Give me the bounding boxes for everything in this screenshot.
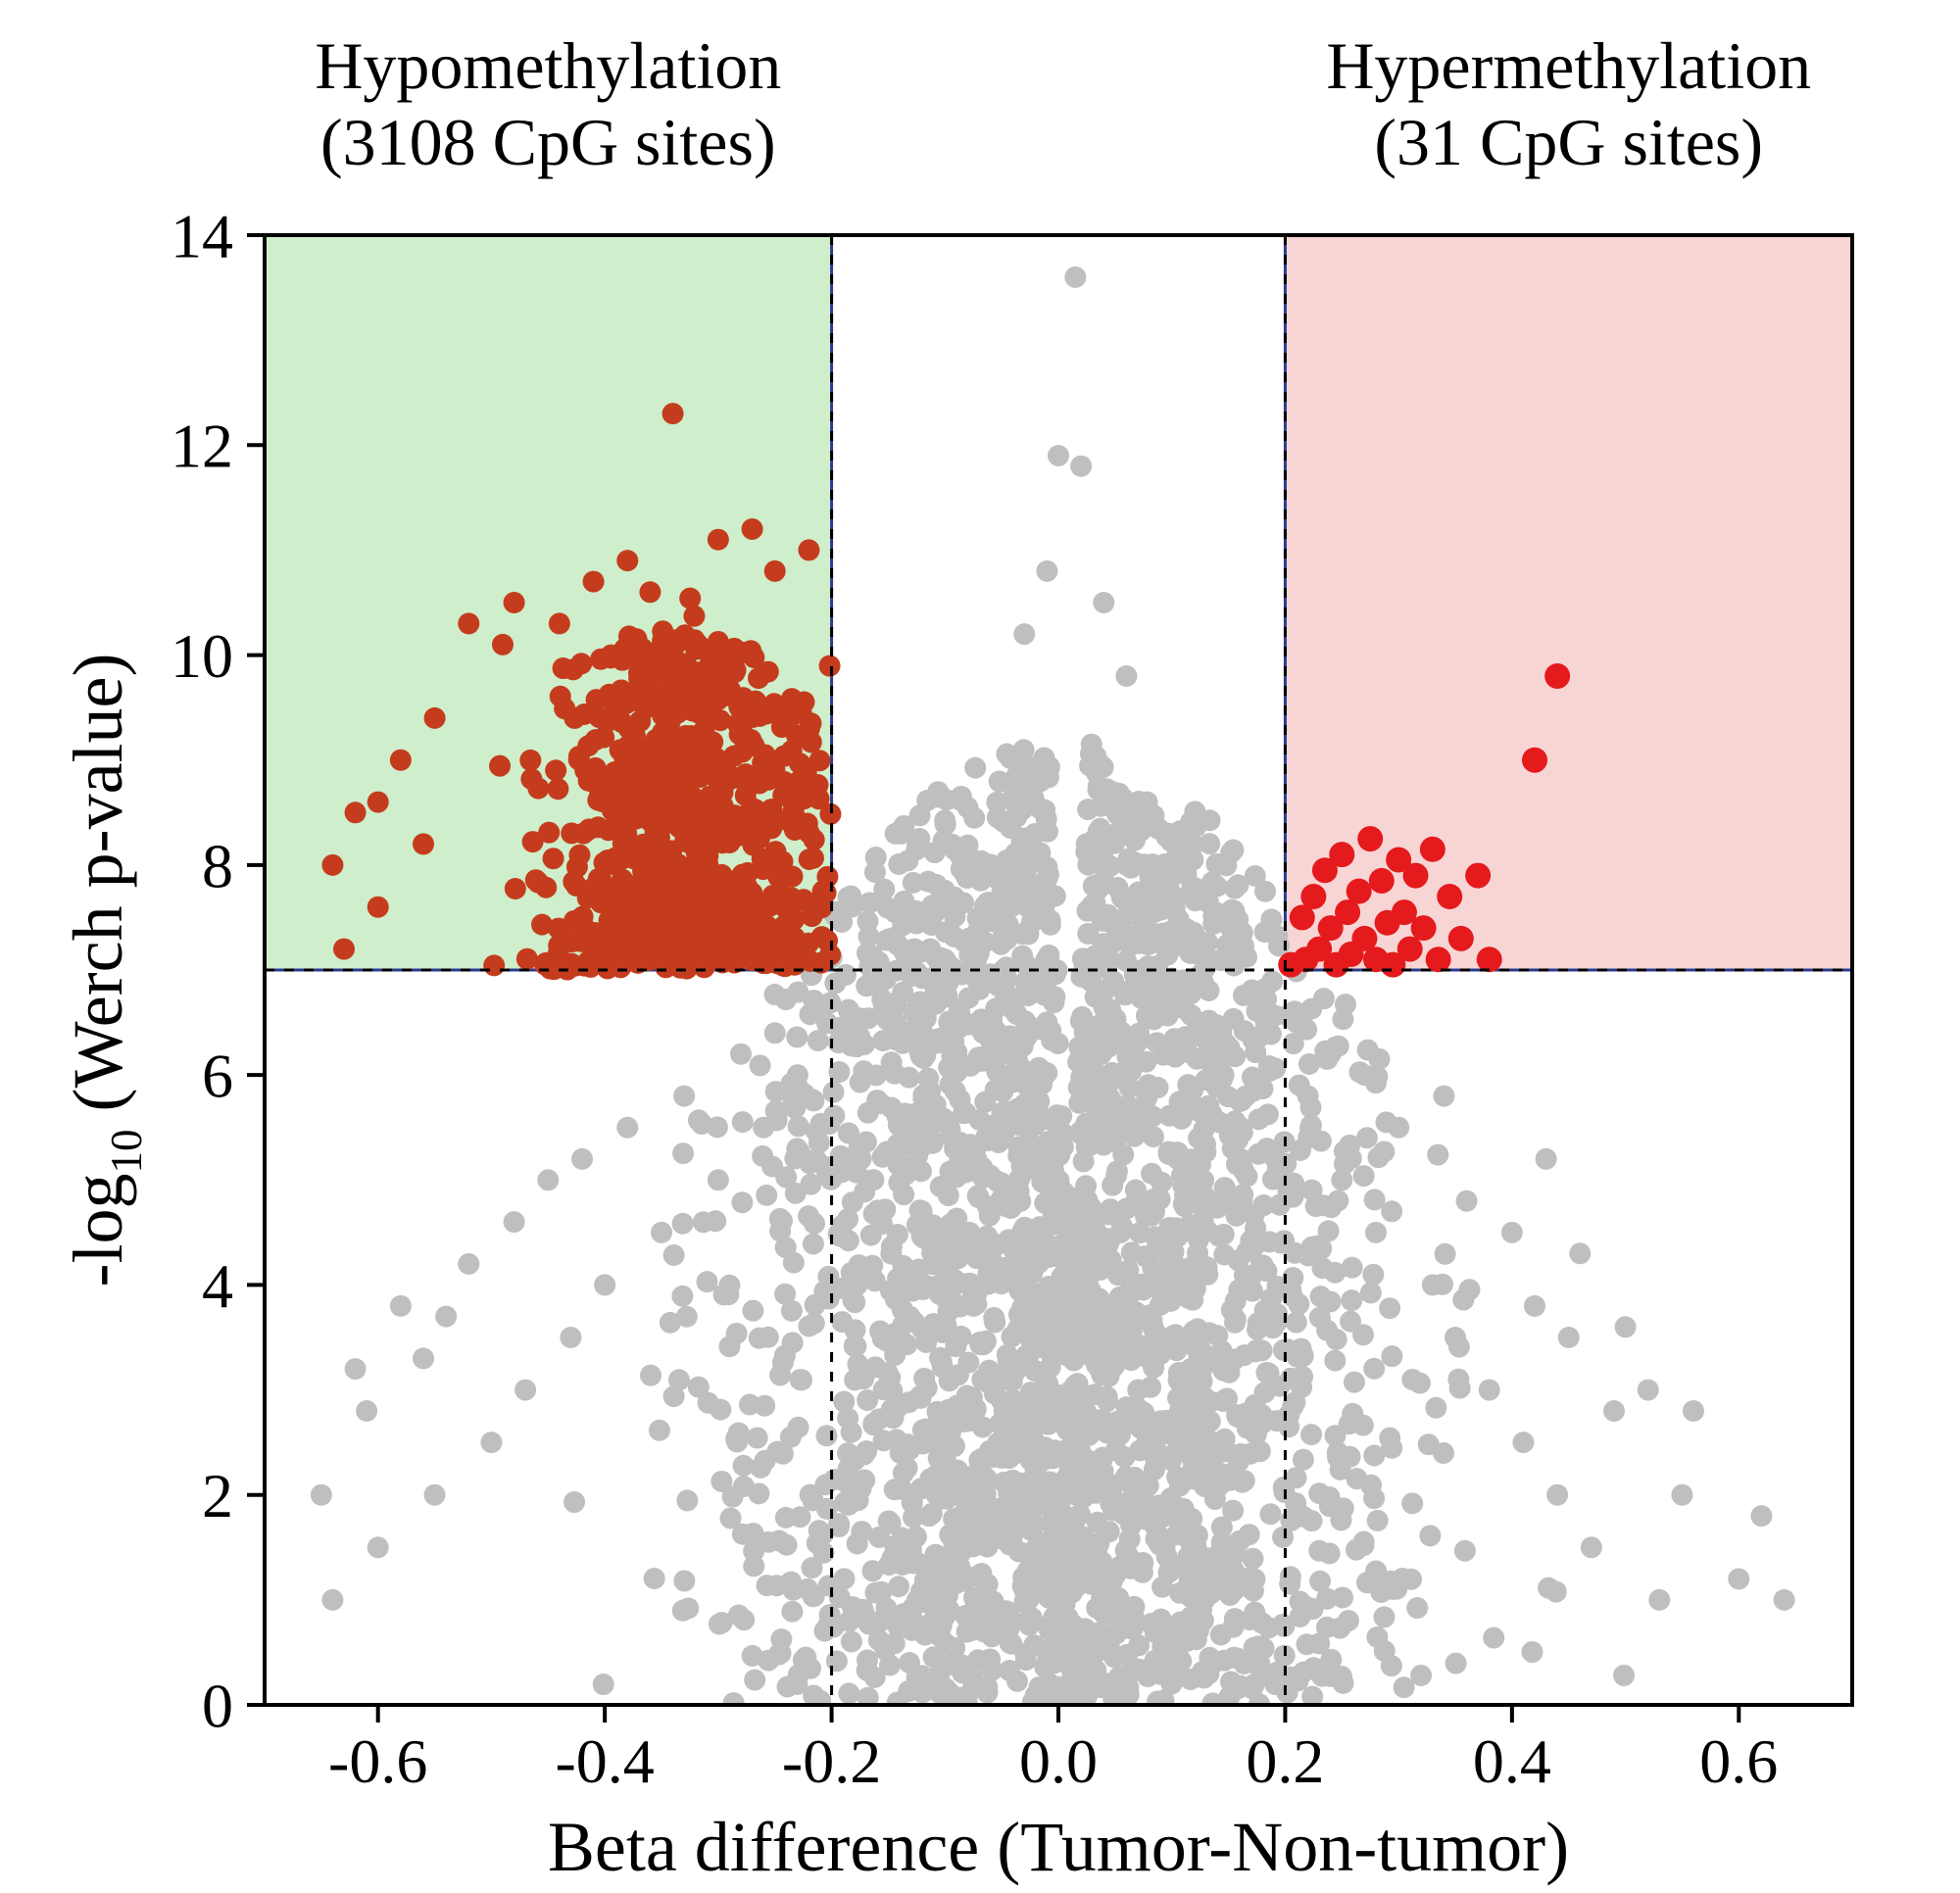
y-tick-label: 12 (171, 412, 233, 481)
y-tick-label: 8 (202, 831, 233, 900)
y-tick-label: 4 (202, 1251, 233, 1321)
hyper-region (1285, 235, 1852, 970)
hypo-title-1: Hypomethylation (315, 28, 781, 103)
y-tick-label: 10 (171, 621, 233, 691)
volcano-plot: -0.6 -0.4 -0.2 0.0 0.2 0.4 0.6 0 2 4 6 8 10 12 14 Beta … (0, 0, 1960, 1893)
x-axis-label: Beta difference (Tumor-Non-tumor) (548, 1808, 1569, 1886)
x-tick-label: 0.6 (1699, 1726, 1778, 1796)
x-tick-label: 0.2 (1246, 1726, 1324, 1796)
y-tick-label: 6 (202, 1042, 233, 1111)
x-tick-label: -0.6 (328, 1726, 427, 1796)
x-tick-label: 0.4 (1473, 1726, 1551, 1796)
hypo-title-2: (3108 CpG sites) (320, 105, 776, 179)
hyper-title-1: Hypermethylation (1326, 28, 1811, 103)
y-tick-label: 0 (202, 1671, 233, 1740)
x-tick-label: 0.0 (1019, 1726, 1098, 1796)
y-axis-label: -log10 (Werch p-value) (59, 654, 151, 1287)
hyper-title-2: (31 CpG sites) (1374, 105, 1763, 179)
x-tick-label: -0.4 (555, 1726, 654, 1796)
svg-text:-log10 (Werch p-value): -log10 (Werch p-value) (59, 654, 151, 1287)
x-tick-label: -0.2 (782, 1726, 881, 1796)
y-tick-label: 2 (202, 1461, 233, 1530)
y-tick-label: 14 (171, 201, 233, 270)
volcano-plot-container: -0.6 -0.4 -0.2 0.0 0.2 0.4 0.6 0 2 4 6 8 10 12 14 Beta … (0, 0, 1960, 1893)
